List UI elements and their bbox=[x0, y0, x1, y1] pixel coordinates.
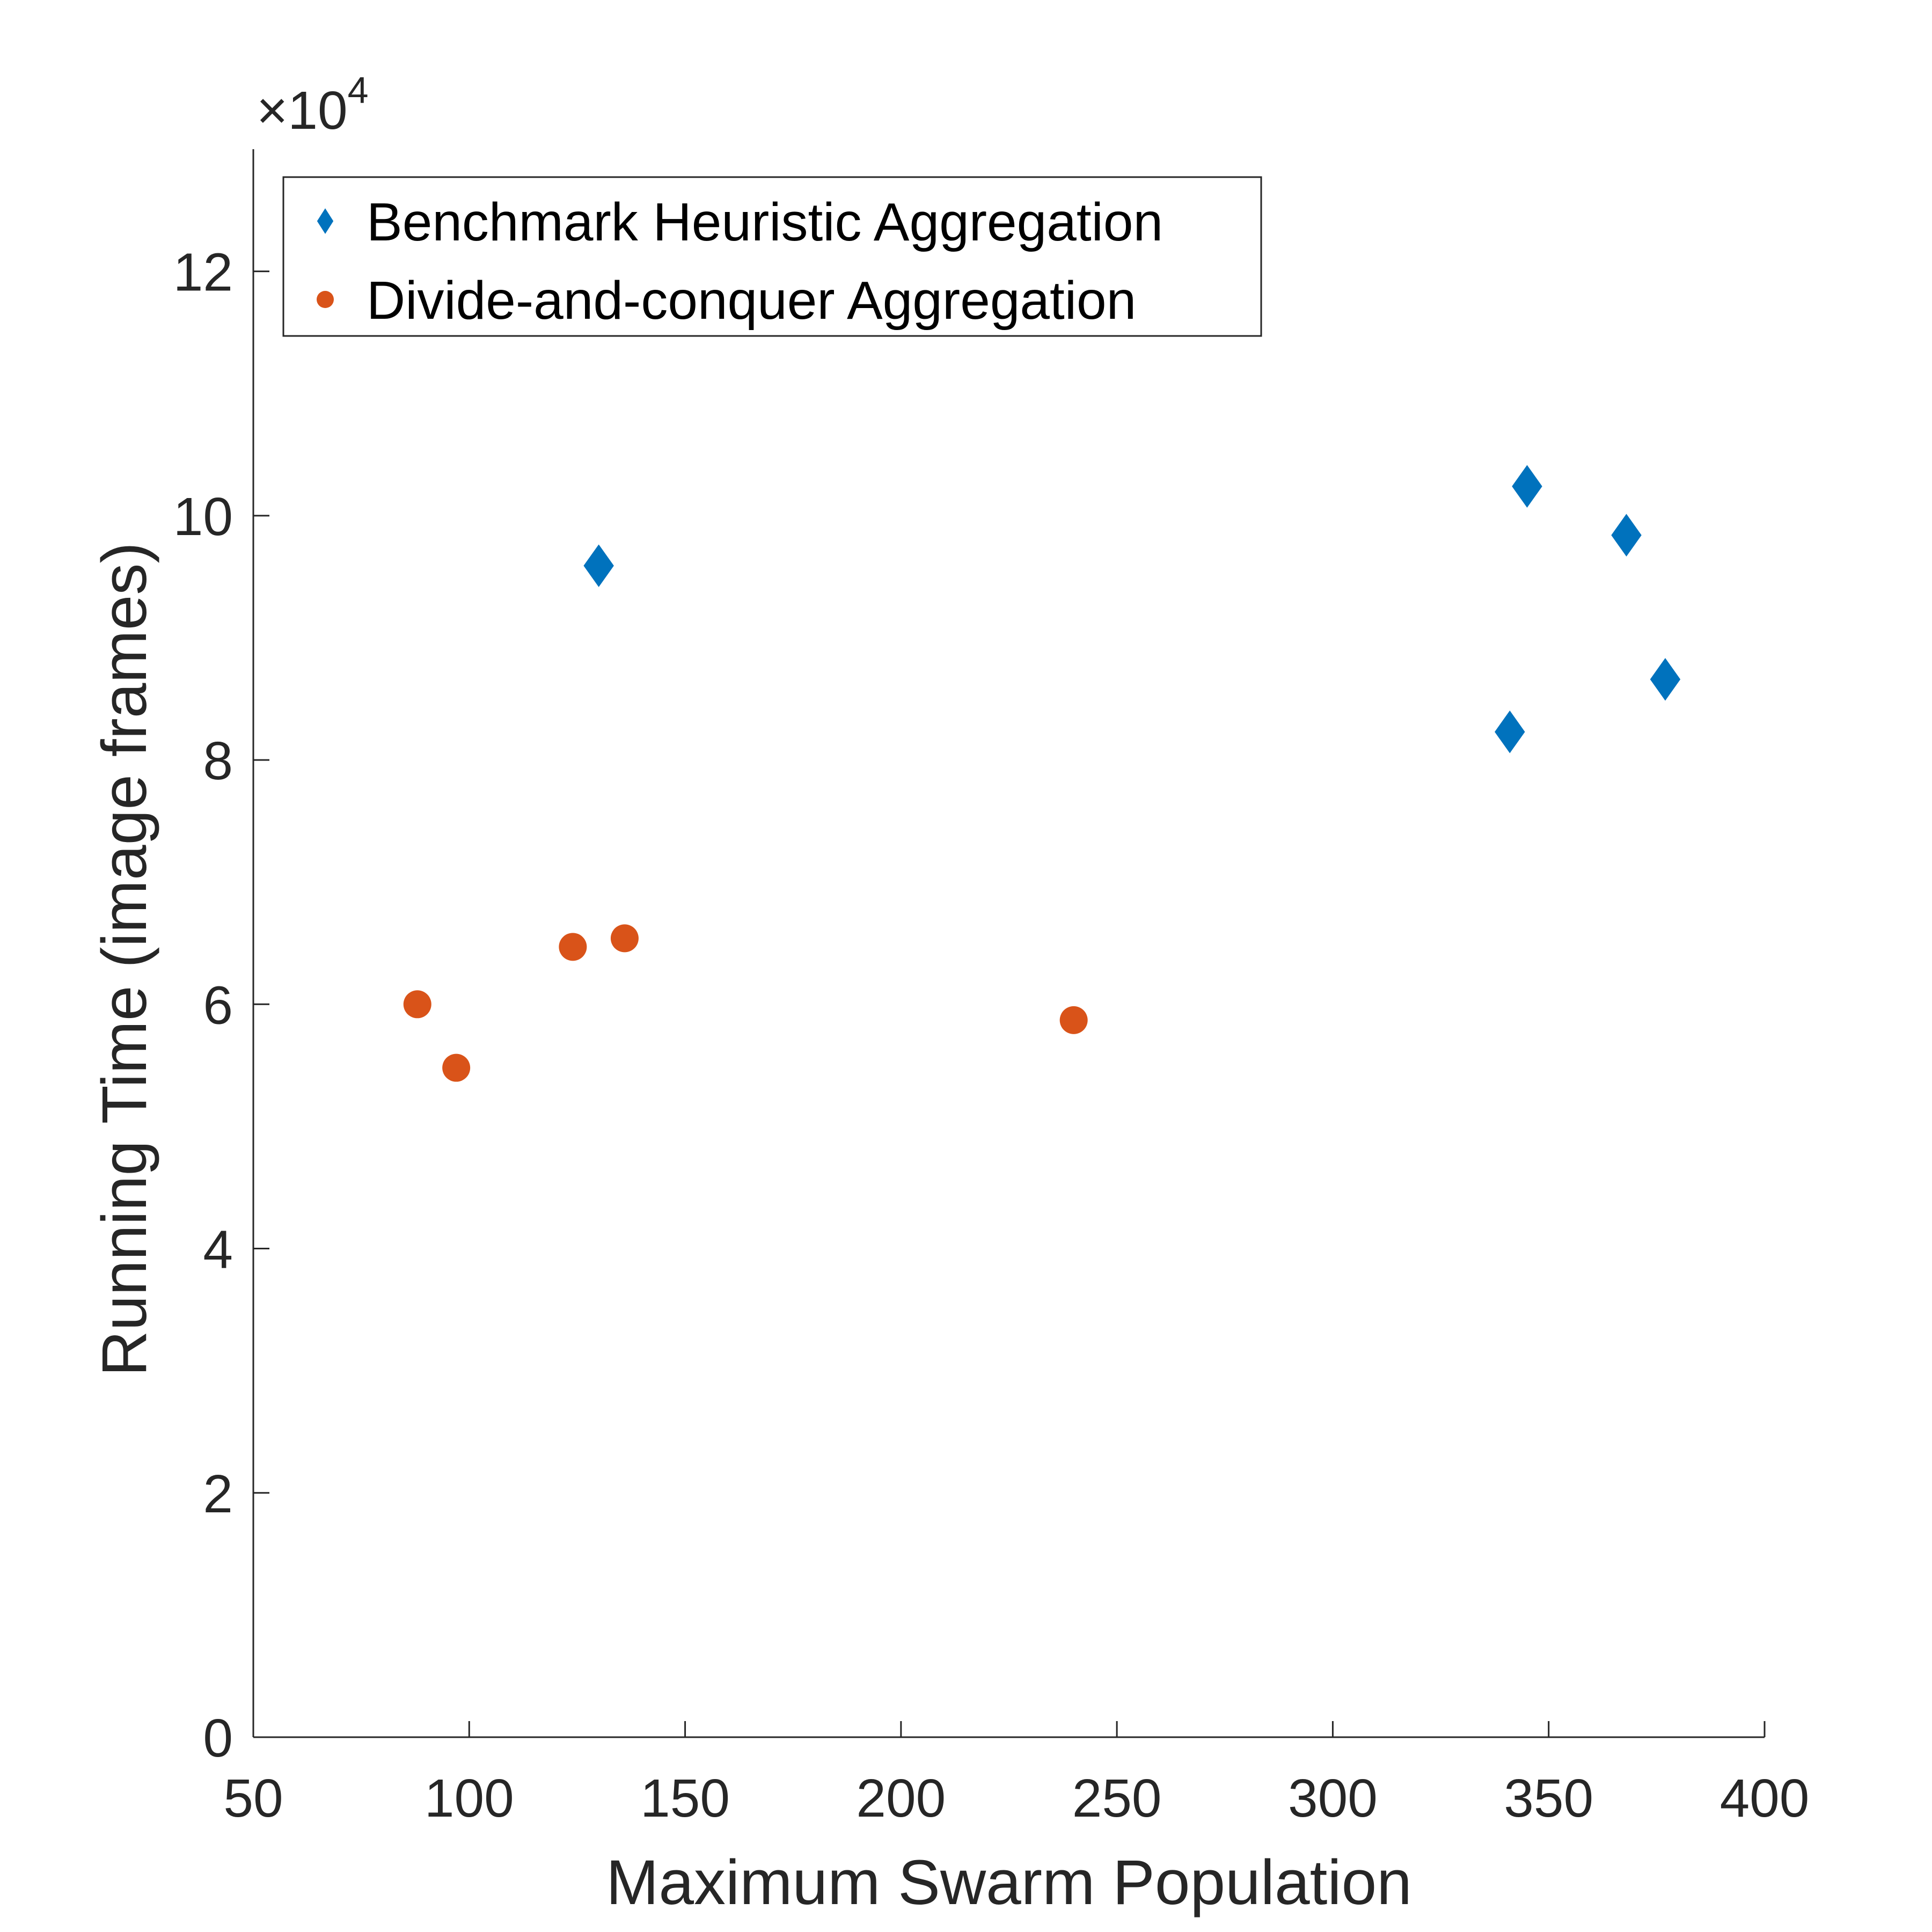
x-tick-label: 250 bbox=[1072, 1768, 1162, 1828]
legend-marker-circle bbox=[317, 291, 334, 308]
axes: 50 100 150 200 250 300 350 400 0 2 4 6 8 10 12 ×104 Maxi… bbox=[89, 69, 1809, 1918]
y-tick-label: 2 bbox=[203, 1464, 233, 1524]
y-tick-label: 12 bbox=[173, 243, 233, 303]
x-tick-label: 50 bbox=[223, 1768, 283, 1828]
data-point-diamond bbox=[583, 544, 614, 587]
data-point-diamond bbox=[1495, 711, 1525, 753]
data-point-circle bbox=[559, 933, 587, 961]
legend-label: Divide-and-conquer Aggregation bbox=[367, 270, 1136, 331]
x-tick-label: 350 bbox=[1504, 1768, 1593, 1828]
data-point-circle bbox=[442, 1053, 471, 1082]
y-axis-multiplier: ×104 bbox=[257, 69, 369, 141]
data-point-circle bbox=[1059, 1006, 1088, 1034]
x-axis-label: Maximum Swarm Population bbox=[606, 1847, 1412, 1918]
y-tick-label: 0 bbox=[203, 1708, 233, 1768]
y-axis-label: Running Time (image frames) bbox=[89, 542, 160, 1376]
data-point-diamond bbox=[1512, 465, 1542, 508]
y-tick-label: 4 bbox=[203, 1220, 233, 1280]
y-tick-label: 8 bbox=[203, 731, 233, 791]
data-point-circle bbox=[610, 924, 639, 953]
legend: Benchmark Heuristic Aggregation Divide-an… bbox=[282, 176, 1262, 337]
x-tick-label: 200 bbox=[856, 1768, 946, 1828]
data-marks bbox=[403, 465, 1681, 1082]
x-tick-label: 100 bbox=[425, 1768, 514, 1828]
legend-box bbox=[282, 176, 1262, 337]
series-2 bbox=[403, 924, 1088, 1082]
y-tick-label: 6 bbox=[203, 975, 233, 1035]
legend-label: Benchmark Heuristic Aggregation bbox=[367, 192, 1163, 252]
data-point-circle bbox=[403, 990, 431, 1019]
legend-marker-diamond bbox=[317, 208, 334, 234]
series-1 bbox=[583, 465, 1681, 753]
data-point-diamond bbox=[1611, 514, 1642, 557]
x-tick-label: 300 bbox=[1288, 1768, 1378, 1828]
x-tick-label: 400 bbox=[1720, 1768, 1810, 1828]
y-tick-label: 10 bbox=[173, 487, 233, 547]
x-tick-label: 150 bbox=[640, 1768, 730, 1828]
data-point-diamond bbox=[1650, 658, 1681, 701]
